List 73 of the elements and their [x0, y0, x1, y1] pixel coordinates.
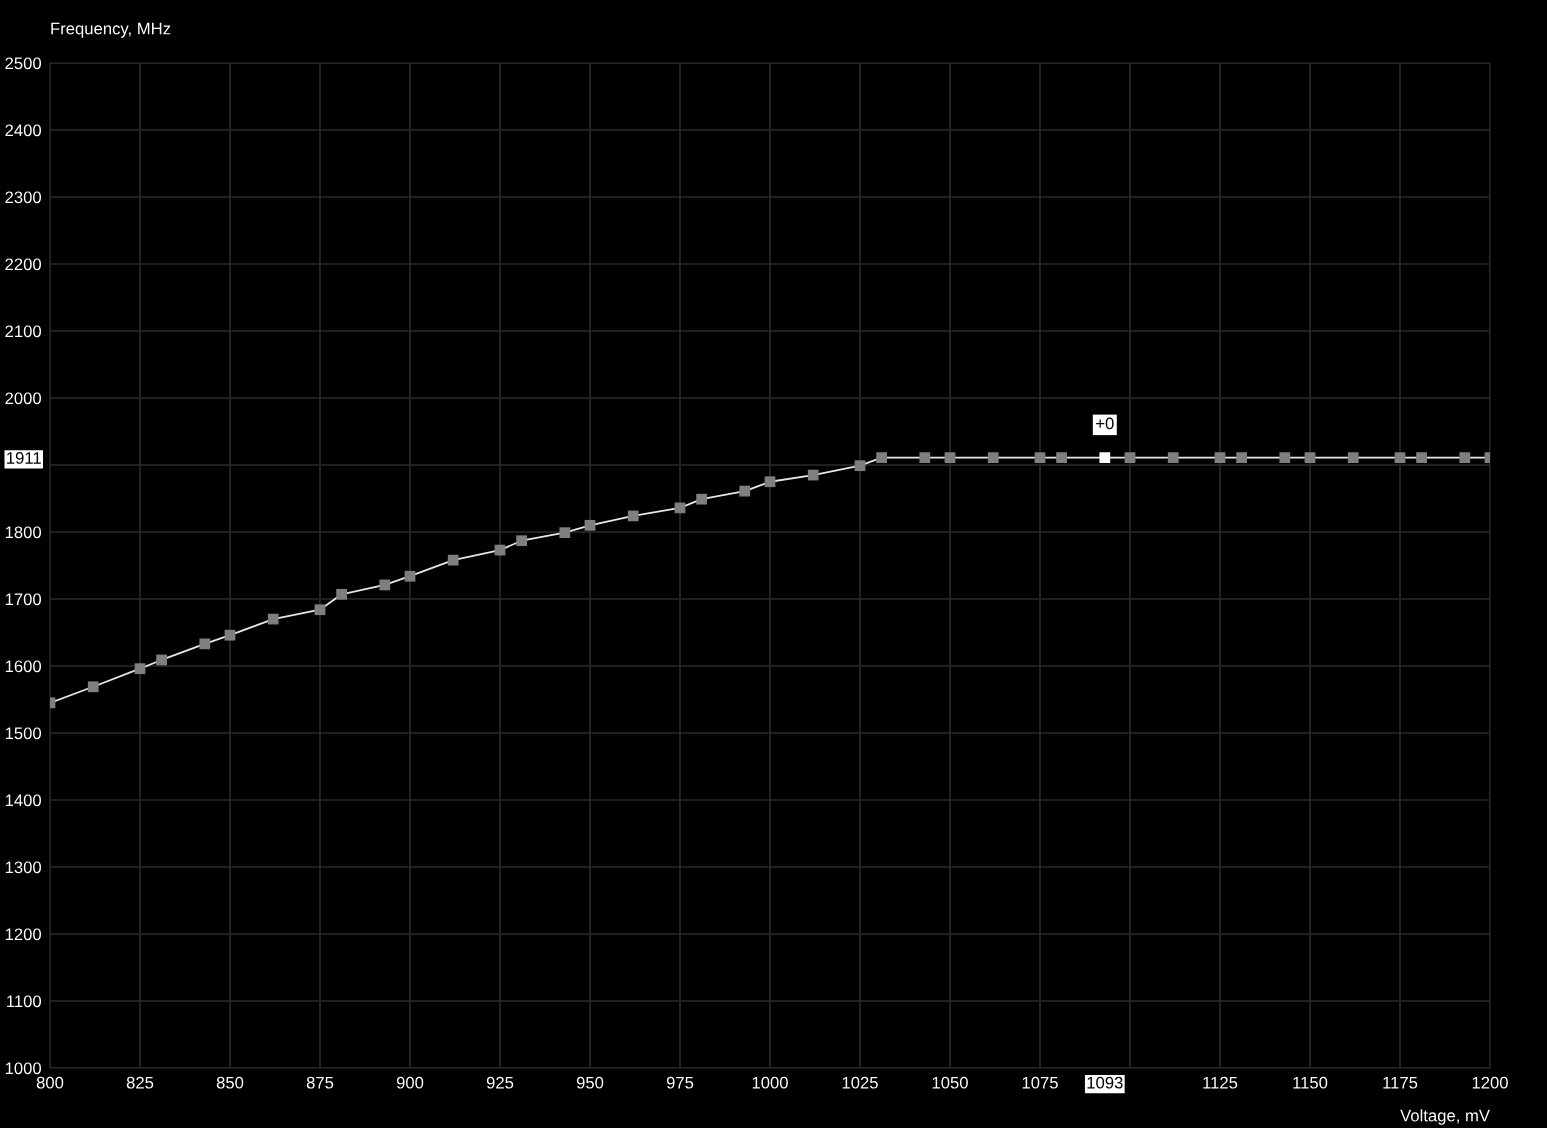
point — [1099, 452, 1111, 464]
point — [404, 570, 416, 582]
y-tick-label: 1911 — [7, 452, 41, 464]
y-tick-label: 1800 — [5, 526, 42, 539]
x-tick-label: 825 — [126, 1076, 154, 1089]
x-tick-label: 1093 — [1087, 1076, 1123, 1089]
point — [876, 452, 887, 464]
point — [87, 681, 99, 693]
point — [764, 476, 776, 488]
x-tick-label: 850 — [216, 1076, 244, 1089]
y-tick-label: 1600 — [5, 660, 42, 673]
point — [1347, 452, 1359, 464]
point — [987, 452, 999, 464]
point — [1394, 452, 1406, 464]
y-tick-label: 1300 — [5, 861, 42, 874]
point — [1124, 452, 1136, 464]
point — [584, 519, 596, 531]
point — [1459, 452, 1471, 464]
point — [224, 629, 236, 641]
point — [379, 579, 391, 591]
y-tick-label: 1000 — [5, 1062, 42, 1075]
point — [559, 527, 571, 539]
y-tick-label: 1100 — [7, 995, 42, 1008]
point — [854, 460, 866, 472]
point — [1034, 452, 1046, 464]
y-tick-label: 1500 — [5, 727, 42, 740]
point — [919, 452, 931, 464]
x-tick-label: 925 — [486, 1076, 514, 1089]
x-tick-label: 1150 — [1293, 1076, 1328, 1089]
x-tick-label: 950 — [576, 1076, 604, 1089]
x-tick-label: 1025 — [842, 1076, 878, 1089]
point — [944, 452, 956, 464]
x-tick-label: 1050 — [932, 1076, 968, 1089]
y-tick-label: 2400 — [5, 124, 42, 137]
y-tick-label: 2000 — [5, 392, 42, 405]
x-tick-label: 875 — [306, 1076, 334, 1089]
y-tick-label: 2500 — [5, 57, 42, 70]
y-tick-label: 1700 — [5, 593, 42, 606]
y-axis-title: Frequency, MHz — [51, 22, 171, 38]
annotation: +0 — [1096, 417, 1114, 430]
point — [739, 485, 751, 497]
x-tick-label: 1200 — [1472, 1076, 1508, 1089]
x-tick-label: 1000 — [752, 1076, 788, 1089]
x-tick-label: 900 — [396, 1076, 424, 1089]
x-tick-label: 1175 — [1383, 1076, 1418, 1089]
point — [1304, 452, 1316, 464]
point — [1214, 452, 1226, 464]
y-tick-label: 1400 — [5, 794, 42, 807]
point — [314, 604, 326, 616]
point — [336, 588, 347, 600]
point — [516, 535, 527, 547]
x-tick-label: 800 — [36, 1076, 64, 1089]
y-tick-label: 2300 — [5, 191, 42, 204]
point — [1236, 452, 1247, 464]
point — [1416, 452, 1427, 464]
point — [1167, 452, 1179, 464]
point — [199, 638, 211, 650]
point — [627, 510, 639, 522]
point — [1279, 452, 1291, 464]
point — [807, 469, 819, 481]
y-tick-label: 2100 — [5, 325, 42, 338]
y-tick-label: 1200 — [5, 928, 42, 941]
point — [696, 493, 707, 505]
point — [156, 654, 167, 666]
point — [447, 554, 459, 566]
x-axis-title: Voltage, mV — [1400, 1109, 1490, 1125]
x-tick-label: 1075 — [1022, 1076, 1058, 1089]
point — [267, 613, 279, 625]
point — [1056, 452, 1067, 464]
point — [134, 663, 146, 675]
x-tick-label: 975 — [666, 1076, 694, 1089]
x-tick-label: 1125 — [1203, 1076, 1238, 1089]
y-tick-label: 2200 — [5, 258, 42, 271]
